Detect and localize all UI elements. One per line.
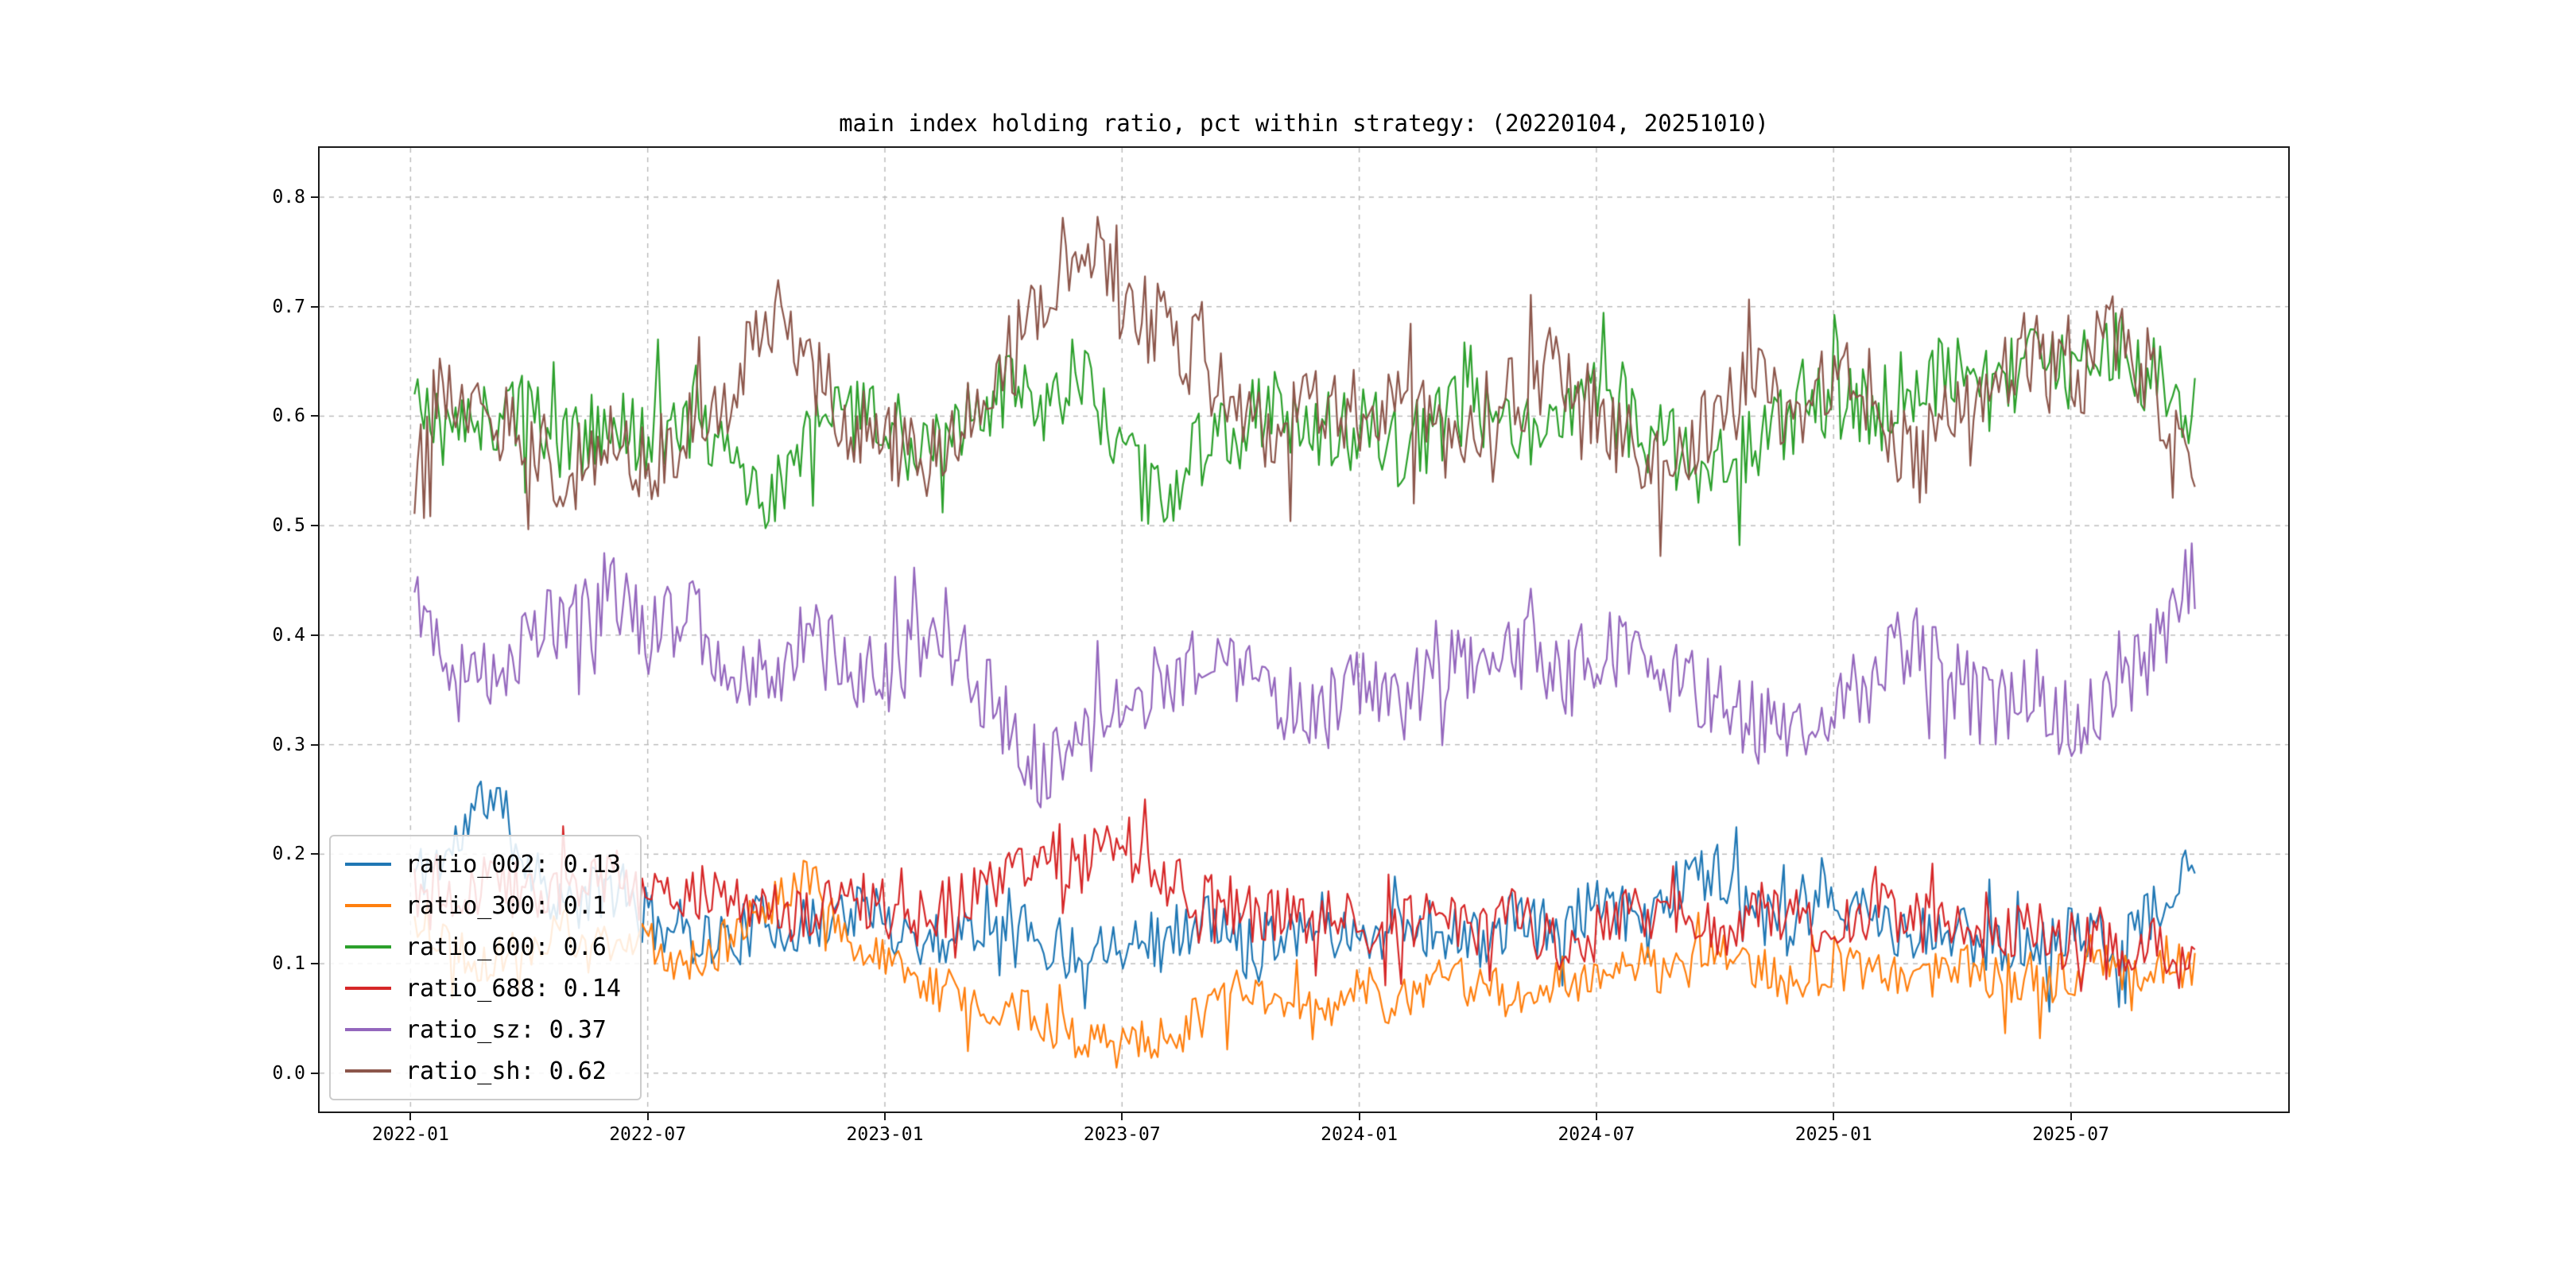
legend-line-sample [345,945,391,949]
x-tick-mark [409,1113,412,1120]
x-tick-label: 2025-07 [2032,1124,2109,1145]
x-tick-mark [2070,1113,2072,1120]
legend-label: ratio_688: 0.14 [405,974,621,1003]
legend-line-sample [345,987,391,990]
x-tick-label: 2023-07 [1083,1124,1161,1145]
legend-entry: ratio_sh: 0.62 [345,1053,621,1089]
legend-entry: ratio_600: 0.6 [345,929,621,965]
y-tick-label: 0.5 [272,515,305,537]
y-tick-mark [311,305,318,308]
legend-line-sample [345,1069,391,1073]
y-tick-mark [311,1072,318,1074]
x-tick-mark [883,1113,886,1120]
x-tick-label: 2025-01 [1794,1124,1872,1145]
y-tick-mark [311,634,318,636]
legend-entry: ratio_300: 0.1 [345,887,621,924]
y-tick-mark [311,196,318,198]
legend: ratio_002: 0.13 ratio_300: 0.1 ratio_600: … [329,835,642,1100]
legend-label: ratio_002: 0.13 [405,850,621,879]
x-tick-mark [1358,1113,1360,1120]
legend-line-sample [345,1028,391,1031]
y-tick-mark [311,963,318,965]
legend-label: ratio_600: 0.6 [405,933,607,961]
x-tick-label: 2024-07 [1558,1124,1635,1145]
plot-area: ratio_002: 0.13 ratio_300: 0.1 ratio_600: … [318,146,2290,1113]
x-tick-label: 2022-07 [609,1124,687,1145]
y-tick-mark [311,743,318,746]
y-tick-mark [311,415,318,417]
legend-label: ratio_sh: 0.62 [405,1057,607,1085]
legend-line-sample [345,863,391,866]
legend-label: ratio_300: 0.1 [405,891,607,920]
legend-label: ratio_sz: 0.37 [405,1015,607,1044]
y-tick-label: 0.8 [272,186,305,208]
y-tick-label: 0.4 [272,624,305,646]
x-tick-mark [1121,1113,1123,1120]
legend-entry: ratio_sz: 0.37 [345,1011,621,1048]
plot-canvas [320,148,2288,1111]
x-tick-label: 2023-01 [846,1124,924,1145]
x-tick-mark [1595,1113,1597,1120]
legend-entry: ratio_002: 0.13 [345,846,621,883]
chart-title: main index holding ratio, pct within str… [839,110,1769,137]
y-tick-label: 0.2 [272,844,305,865]
y-tick-mark [311,525,318,527]
x-tick-mark [1833,1113,1835,1120]
y-tick-label: 0.1 [272,953,305,975]
y-tick-label: 0.7 [272,296,305,317]
x-tick-label: 2022-01 [371,1124,449,1145]
x-tick-label: 2024-01 [1321,1124,1399,1145]
y-tick-label: 0.3 [272,734,305,755]
x-tick-mark [646,1113,649,1120]
y-tick-label: 0.0 [272,1062,305,1084]
y-tick-label: 0.6 [272,405,305,427]
legend-line-sample [345,904,391,907]
y-tick-mark [311,853,318,855]
legend-entry: ratio_688: 0.14 [345,970,621,1007]
